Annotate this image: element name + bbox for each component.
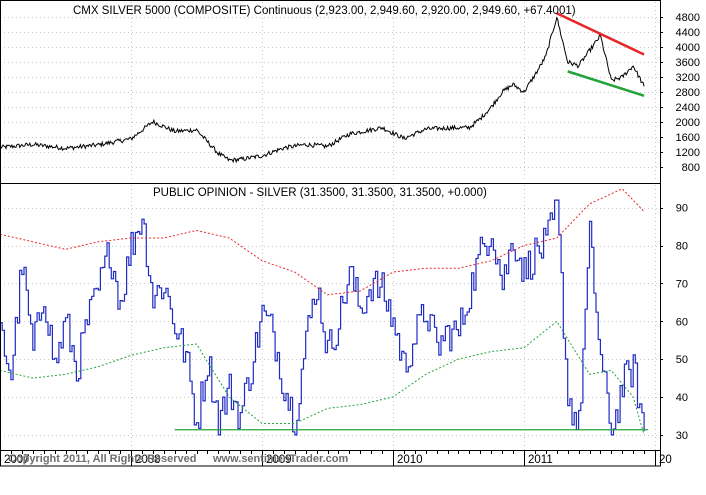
top-y-tick-label: 800: [682, 162, 700, 174]
top-panel-title: CMX SILVER 5000 (COMPOSITE) Continuous (…: [73, 5, 576, 17]
x-tick-label-2007: 2007: [4, 454, 30, 466]
top-series-line-0: [0, 16, 645, 164]
top-trendlines: [556, 12, 645, 97]
bottom-y-tick-label: 40: [676, 392, 688, 404]
top-y-tick-label: 4800: [676, 12, 700, 24]
bottom-y-tick-label: 70: [676, 278, 688, 290]
chart-frame: [0, 0, 661, 467]
top-y-tick-labels: 800 1200 1600 2000 2400 2800 3200 3600 4000 4400 4…: [660, 12, 700, 174]
top-trendline-0: [556, 12, 645, 56]
bottom-panel-public-opinion: PUBLIC OPINION - SILVER (31.3500, 31.350…: [0, 185, 688, 450]
top-y-tick-label: 2000: [676, 117, 700, 129]
website-note: www.sentimenTrader.com: [212, 453, 349, 465]
bottom-series: [0, 188, 649, 436]
top-y-tick-label: 3600: [676, 57, 700, 69]
top-y-tick-label: 1600: [676, 132, 700, 144]
bottom-y-tick-label: 60: [676, 316, 688, 328]
bottom-y-tick-label: 30: [676, 430, 688, 442]
x-tick-label-2009: 2009: [266, 454, 292, 466]
bottom-y-tick-label: 50: [676, 354, 688, 366]
top-y-tick-label: 4000: [676, 42, 700, 54]
top-trendline-1: [567, 70, 645, 97]
top-y-tick-label: 2800: [676, 87, 700, 99]
x-tick-label-2011: 2011: [528, 454, 553, 466]
copyright-note: Copyright 2011, All Rights Reserved: [8, 453, 196, 465]
x-tick-label-20: 20: [659, 454, 672, 466]
plot-border: [0, 0, 661, 467]
bottom-y-tick-label: 80: [676, 241, 688, 253]
x-tick-label-2008: 2008: [135, 454, 161, 466]
top-y-tick-label: 2400: [676, 102, 700, 114]
bottom-y-tick-label: 90: [676, 203, 688, 215]
bottom-grid: [0, 185, 660, 450]
bottom-series-band-2: [0, 320, 645, 436]
top-panel-silver-price: CMX SILVER 5000 (COMPOSITE) Continuous (…: [0, 2, 700, 182]
top-grid: [0, 2, 660, 182]
top-y-tick-label: 1200: [676, 147, 700, 159]
bottom-series-sentiment: [0, 199, 645, 436]
bottom-y-tick-labels: 30 40 50 60 70 80 90: [660, 203, 688, 442]
top-y-tick-label: 3200: [676, 72, 700, 84]
top-y-tick-label: 4400: [676, 27, 700, 39]
bottom-panel-title: PUBLIC OPINION - SILVER (31.3500, 31.350…: [153, 187, 487, 199]
bottom-series-band-1: [0, 188, 645, 296]
top-series: [0, 16, 645, 164]
x-tick-label-2010: 2010: [397, 454, 423, 466]
